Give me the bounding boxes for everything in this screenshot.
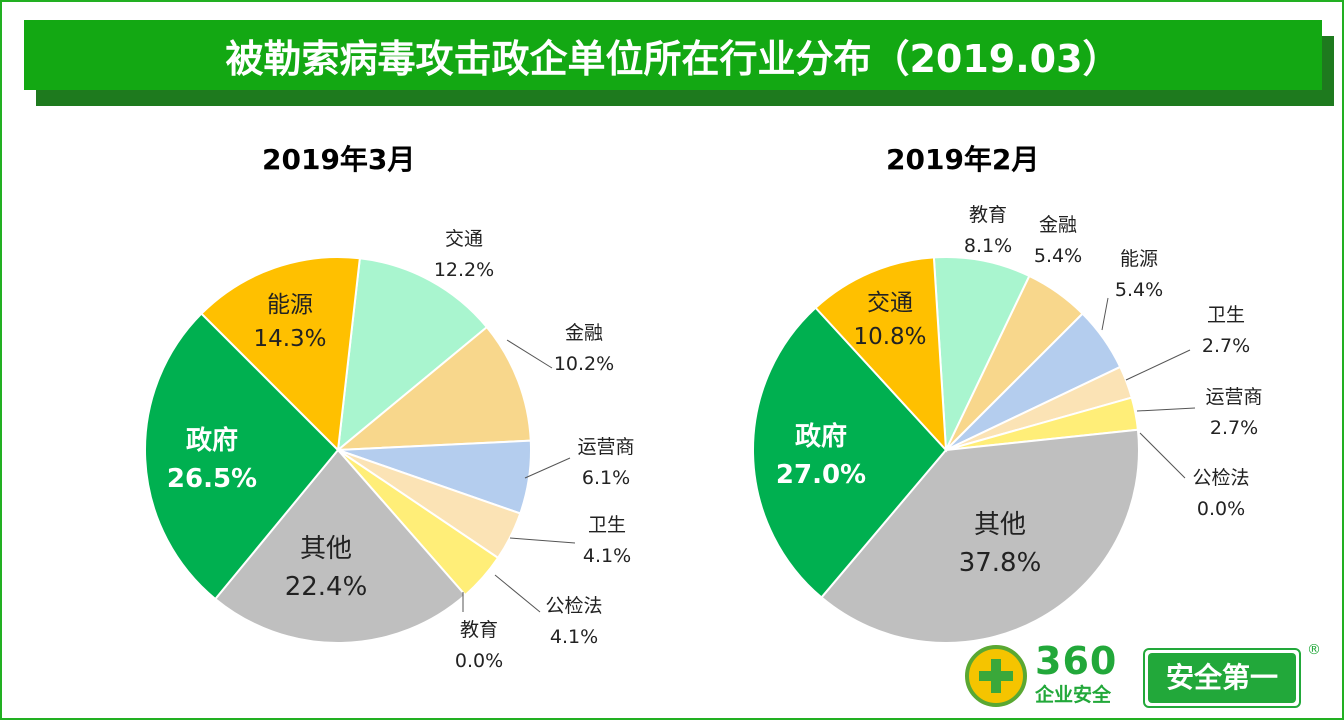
label-gongjianfa: 公检法 4.1% <box>545 595 603 648</box>
label-gongjianfa: 公检法 0.0% <box>1192 467 1250 520</box>
pie-slice-交通 <box>336 257 489 453</box>
logo-subtitle: 企业安全 <box>1035 684 1112 706</box>
slide-title: 被勒索病毒攻击政企单位所在行业分布（2019.03） <box>24 20 1322 90</box>
leader-line <box>1139 432 1186 479</box>
leader-line <box>1101 297 1109 331</box>
pie-slice-政府 <box>752 306 948 599</box>
pie-slice-交通 <box>814 256 948 453</box>
label-jiaotong: 交通 12.2% <box>433 228 495 281</box>
label-weisheng: 卫生 4.1% <box>582 514 632 567</box>
logo-slogan-box: 安全第一 <box>1143 648 1301 708</box>
chart-title-march: 2019年3月 <box>262 143 416 176</box>
label-yunyingshang: 运营商 2.7% <box>1205 386 1263 439</box>
logo-slogan: 安全第一 <box>1148 653 1296 703</box>
label-zhengfu: 政府 27.0% <box>775 422 867 490</box>
leader-line <box>1125 349 1191 381</box>
label-qita: 其他 22.4% <box>284 534 368 602</box>
leader-lines <box>462 297 1196 613</box>
label-jiaoyu: 教育 8.1% <box>963 204 1013 257</box>
chart-title-february: 2019年2月 <box>886 143 1040 176</box>
label-jinrong: 金融 5.4% <box>1033 214 1083 267</box>
leader-line <box>509 537 576 544</box>
pie-slice-政府 <box>144 312 340 601</box>
pie-slice-金融 <box>335 325 532 452</box>
label-jiaotong: 交通 10.8% <box>853 290 927 350</box>
leader-line <box>524 457 571 479</box>
pie-february <box>752 256 1140 644</box>
leader-line <box>506 339 553 369</box>
pie-slice-能源 <box>200 256 361 453</box>
pie-slice-其他 <box>820 428 1140 644</box>
registered-mark: ® <box>1307 642 1321 658</box>
logo-number: 360 <box>1035 639 1118 683</box>
label-nengyuan: 能源 5.4% <box>1114 248 1164 301</box>
label-jinrong: 金融 10.2% <box>553 322 615 375</box>
leader-line <box>494 574 541 613</box>
label-qita: 其他 37.8% <box>958 510 1042 578</box>
label-weisheng: 卫生 2.7% <box>1201 304 1251 357</box>
pie-slice-教育 <box>932 256 1031 454</box>
360-logo-icon <box>965 645 1027 707</box>
label-nengyuan: 能源 14.3% <box>253 292 327 352</box>
label-zhengfu: 政府 26.5% <box>166 426 258 494</box>
pie-march <box>144 256 532 644</box>
label-jiaoyu: 教育 0.0% <box>454 619 504 672</box>
leader-line <box>1136 407 1196 412</box>
pie-slice-其他 <box>213 448 467 644</box>
label-yunyingshang: 运营商 6.1% <box>577 436 635 489</box>
